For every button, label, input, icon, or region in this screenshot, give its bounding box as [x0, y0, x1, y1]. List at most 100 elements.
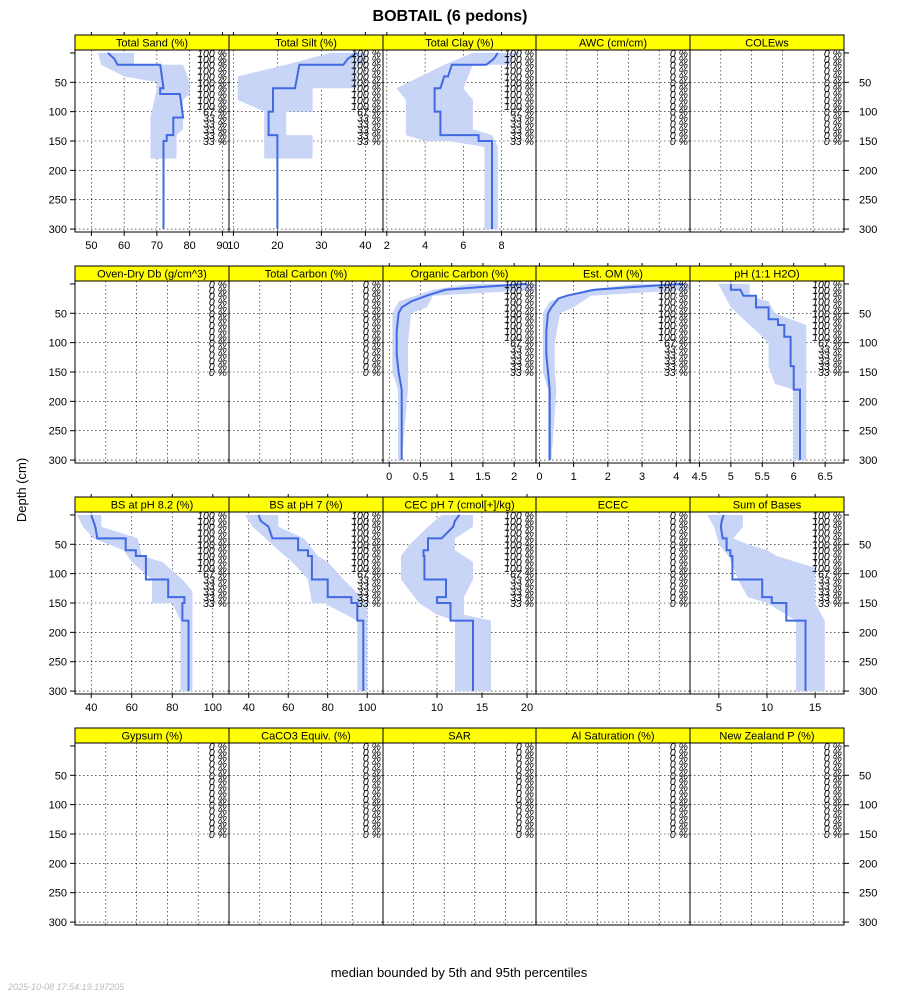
pct-label: 0 % [516, 747, 534, 759]
pct-label: 0 % [363, 753, 381, 765]
pct-label: 0 % [670, 575, 688, 587]
pct-label: 100 % [812, 320, 842, 332]
strip-label-bs-at-ph-8-2: BS at pH 8.2 (%) [111, 500, 194, 512]
pct-label: 0 % [670, 598, 688, 610]
pct-label: 0 % [670, 580, 688, 592]
pct-label: 100 % [504, 101, 534, 113]
pct-label: 100 % [812, 314, 842, 326]
grid-new-zealand-p [690, 743, 844, 925]
pct-label: 0 % [516, 770, 534, 782]
x-axis-total-clay: 2 4 6 8 [384, 32, 505, 252]
x-tick-label: 0 [536, 471, 542, 483]
pct-label: 0 % [209, 297, 227, 309]
pct-label: 100 % [812, 285, 842, 297]
y-tick-label-left: 200 [49, 858, 67, 870]
x-tick-label: 30 [315, 240, 327, 252]
pct-labels-oven-dry-db-g-cm-3: 0 %0 %0 %0 %0 %0 %0 %0 %0 %0 %0 %0 %0 %0… [209, 279, 227, 379]
pct-label: 0 % [824, 101, 842, 113]
pct-labels-new-zealand-p: 0 %0 %0 %0 %0 %0 %0 %0 %0 %0 %0 %0 %0 %0… [824, 741, 842, 841]
pct-label: 100 % [812, 522, 842, 534]
pct-label: 100 % [812, 302, 842, 314]
pct-label: 100 % [658, 291, 688, 303]
pct-label: 0 % [670, 806, 688, 818]
band-organic-carbon [392, 283, 536, 461]
strip-label-colews: COLEws [745, 38, 789, 50]
grid-colews [690, 50, 844, 232]
pct-label: 33 % [357, 113, 381, 125]
pct-label: 0 % [516, 823, 534, 835]
pct-label: 0 % [824, 794, 842, 806]
pct-label: 100 % [812, 308, 842, 320]
pct-label: 100 % [197, 510, 227, 522]
panel-new-zealand-p: New Zealand P (%)0 %0 %0 %0 %0 %0 %0 %0 … [689, 727, 845, 926]
pct-label: 0 % [670, 83, 688, 95]
pct-label: 0 % [824, 770, 842, 782]
strip-label-total-silt: Total Silt (%) [275, 38, 337, 50]
pct-label: 0 % [670, 136, 688, 148]
y-tick-label-left: 100 [49, 338, 67, 350]
x-tick-label: 3 [639, 471, 645, 483]
pct-label: 100 % [812, 545, 842, 557]
pct-label: 67 % [510, 569, 534, 581]
pct-label: 0 % [670, 539, 688, 551]
pct-labels-total-silt: 100 %100 %100 %100 %100 %100 %100 %100 %… [351, 48, 381, 148]
pct-label: 0 % [670, 782, 688, 794]
pct-label: 33 % [203, 586, 227, 598]
pct-label: 100 % [504, 71, 534, 83]
pct-label: 100 % [197, 539, 227, 551]
pct-label: 100 % [351, 83, 381, 95]
median-line-ph-1-1-h2o [729, 283, 801, 461]
pct-label: 33 % [357, 592, 381, 604]
grid-al-saturation [536, 743, 690, 925]
pct-label: 33 % [203, 575, 227, 587]
band-total-silt [237, 52, 366, 159]
pct-label: 100 % [812, 528, 842, 540]
y-tick-label-right: 250 [859, 426, 877, 438]
band-total-sand [97, 52, 190, 159]
band-est-om [542, 283, 690, 461]
pct-label: 0 % [824, 89, 842, 101]
pct-labels-total-carbon: 0 %0 %0 %0 %0 %0 %0 %0 %0 %0 %0 %0 %0 %0… [363, 279, 381, 379]
grid-sar [383, 743, 536, 925]
pct-label: 0 % [670, 753, 688, 765]
pct-label: 0 % [209, 308, 227, 320]
pct-label: 0 % [824, 811, 842, 823]
pct-label: 0 % [824, 83, 842, 95]
pct-label: 100 % [197, 77, 227, 89]
pct-label: 100 % [504, 48, 534, 60]
pct-label: 100 % [197, 101, 227, 113]
x-axis-bs-at-ph-7: 40 60 80 100 [243, 494, 376, 714]
x-tick-label: 90 [216, 240, 228, 252]
pct-label: 0 % [824, 77, 842, 89]
pct-label: 100 % [351, 66, 381, 78]
pct-label: 0 % [670, 95, 688, 107]
pct-label: 33 % [357, 598, 381, 610]
pct-label: 0 % [363, 338, 381, 350]
pct-label: 0 % [363, 349, 381, 361]
pct-labels-awc-cm-cm: 0 %0 %0 %0 %0 %0 %0 %0 %0 %0 %0 %0 %0 %0… [670, 48, 688, 148]
y-tick-label-right: 100 [859, 569, 877, 581]
pct-label: 0 % [209, 794, 227, 806]
pct-label: 100 % [351, 533, 381, 545]
pct-label: 100 % [658, 332, 688, 344]
pct-label: 0 % [209, 302, 227, 314]
strip-label-total-sand: Total Sand (%) [116, 38, 188, 50]
pct-label: 0 % [824, 823, 842, 835]
pct-label: 0 % [209, 747, 227, 759]
pct-label: 33 % [203, 130, 227, 142]
pct-label: 33 % [510, 130, 534, 142]
pct-label: 100 % [351, 95, 381, 107]
pct-label: 0 % [209, 753, 227, 765]
pct-label: 100 % [504, 528, 534, 540]
pct-label: 0 % [670, 823, 688, 835]
pct-label: 0 % [824, 817, 842, 829]
pct-label: 0 % [363, 297, 381, 309]
pct-label: 0 % [516, 829, 534, 841]
band-bs-at-ph-8-2 [77, 514, 193, 692]
pct-label: 0 % [824, 136, 842, 148]
median-line-cec-ph-7-cmol-kg [422, 514, 474, 692]
pct-label: 0 % [670, 741, 688, 753]
pct-labels-al-saturation: 0 %0 %0 %0 %0 %0 %0 %0 %0 %0 %0 %0 %0 %0… [670, 741, 688, 841]
